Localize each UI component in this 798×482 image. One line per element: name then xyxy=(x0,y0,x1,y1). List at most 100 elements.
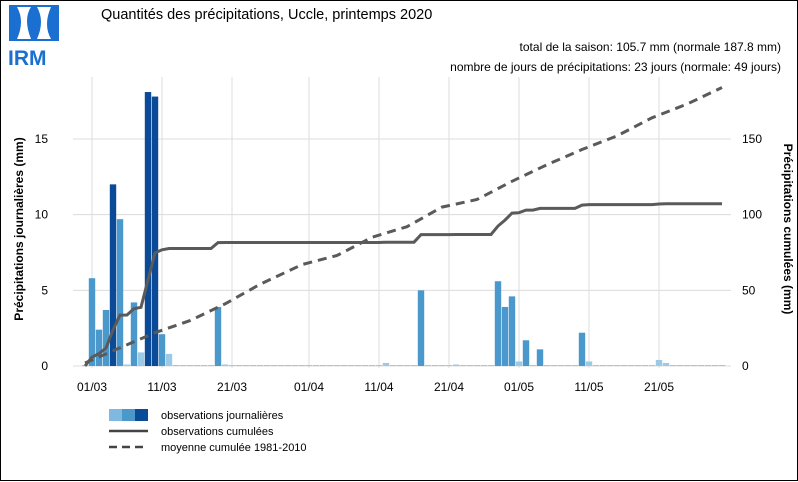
daily-bar xyxy=(249,365,257,366)
daily-bar xyxy=(515,361,523,366)
daily-bar xyxy=(333,365,341,366)
irm-logo: IRM xyxy=(8,5,59,70)
daily-bar xyxy=(445,365,453,366)
daily-bar xyxy=(620,365,628,366)
legend-daily-label: observations journalières xyxy=(161,410,284,422)
daily-bar xyxy=(459,365,467,366)
legend-swatch-mid xyxy=(122,409,135,421)
daily-bar xyxy=(102,309,110,366)
season-total: total de la saison: 105.7 mm (normale 18… xyxy=(520,40,781,54)
daily-bar xyxy=(522,340,530,366)
daily-bar xyxy=(158,334,166,366)
daily-bar xyxy=(95,329,103,366)
daily-bar xyxy=(690,365,698,366)
daily-bar xyxy=(697,365,705,366)
daily-bar xyxy=(186,365,194,366)
daily-bar xyxy=(578,332,586,366)
daily-bar xyxy=(361,365,369,366)
daily-bar xyxy=(564,365,572,366)
x-tick-label: 21/04 xyxy=(434,380,464,394)
x-tick-label: 11/05 xyxy=(574,380,603,394)
y2-tick-label: 0 xyxy=(742,359,749,373)
daily-bar xyxy=(214,306,222,366)
legend: observations journalières observations c… xyxy=(109,409,307,454)
daily-bar xyxy=(662,362,670,366)
daily-bar xyxy=(375,365,383,366)
daily-bar xyxy=(613,365,621,366)
y2-tick-label: 150 xyxy=(742,132,762,146)
daily-bar xyxy=(298,365,306,366)
daily-bar xyxy=(508,296,516,366)
logo-mark xyxy=(9,5,59,41)
daily-bar xyxy=(627,365,635,366)
daily-bar xyxy=(634,365,642,366)
daily-bar xyxy=(277,365,285,366)
observed-cumulative-line xyxy=(83,202,722,367)
y-axis-label: Précipitations journalières (mm) xyxy=(12,137,26,320)
x-tick-label: 21/03 xyxy=(217,380,247,394)
daily-bar xyxy=(144,92,152,367)
daily-bar xyxy=(165,353,173,366)
daily-bar xyxy=(473,365,481,366)
daily-bar xyxy=(347,365,355,366)
daily-bar xyxy=(403,365,411,366)
daily-bar xyxy=(417,290,425,366)
legend-swatch-light xyxy=(109,409,122,421)
daily-bar xyxy=(151,96,159,367)
daily-bar xyxy=(179,365,187,366)
daily-bar xyxy=(641,365,649,366)
logo-text: IRM xyxy=(8,47,47,70)
y-tick-label: 10 xyxy=(35,208,49,222)
daily-bar xyxy=(368,365,376,366)
daily-bar xyxy=(669,365,677,366)
x-tick-label: 01/04 xyxy=(294,380,324,394)
daily-bar xyxy=(284,365,292,366)
daily-bar xyxy=(683,365,691,366)
daily-bar xyxy=(543,365,551,366)
daily-bar xyxy=(109,184,117,366)
logo-swirl-left xyxy=(17,7,31,39)
daily-bar xyxy=(256,365,264,366)
legend-cumulative-label: observations cumulées xyxy=(161,426,274,438)
daily-bar xyxy=(431,365,439,366)
rain-days-count: nombre de jours de précipitations: 23 jo… xyxy=(450,60,781,74)
daily-bar xyxy=(326,365,334,366)
daily-bar xyxy=(550,365,558,366)
daily-bar xyxy=(648,365,656,366)
daily-bar xyxy=(137,352,145,366)
y2-tick-label: 100 xyxy=(742,208,762,222)
daily-bar xyxy=(200,365,208,366)
grid xyxy=(73,77,731,368)
y-tick-label: 15 xyxy=(35,132,49,146)
daily-bar xyxy=(172,365,180,366)
daily-bar xyxy=(536,349,544,366)
daily-bar xyxy=(599,365,607,366)
daily-bar xyxy=(571,365,579,366)
daily-bar xyxy=(529,365,537,366)
daily-bar xyxy=(487,365,495,366)
legend-swatch-dark xyxy=(135,409,148,421)
daily-bar xyxy=(228,365,236,366)
x-tick-label: 01/05 xyxy=(504,380,534,394)
logo-swirl-right xyxy=(37,7,51,39)
daily-bar xyxy=(207,365,215,366)
daily-bar xyxy=(130,302,138,366)
y-tick-label: 5 xyxy=(41,283,48,297)
daily-bar xyxy=(123,364,131,366)
daily-bar xyxy=(312,365,320,366)
daily-bar xyxy=(592,365,600,366)
daily-bar xyxy=(305,365,313,366)
daily-bar xyxy=(501,306,509,366)
daily-bar xyxy=(480,365,488,366)
daily-bar xyxy=(396,365,404,366)
daily-bar xyxy=(340,365,348,366)
y2-tick-label: 50 xyxy=(742,283,756,297)
y-tick-label: 0 xyxy=(41,359,48,373)
daily-bar xyxy=(452,364,460,366)
daily-bar xyxy=(221,364,229,366)
daily-bars xyxy=(81,92,726,367)
daily-bar xyxy=(389,365,397,366)
normal-cumulative-line xyxy=(84,86,723,365)
cumulative-lines xyxy=(83,86,723,367)
